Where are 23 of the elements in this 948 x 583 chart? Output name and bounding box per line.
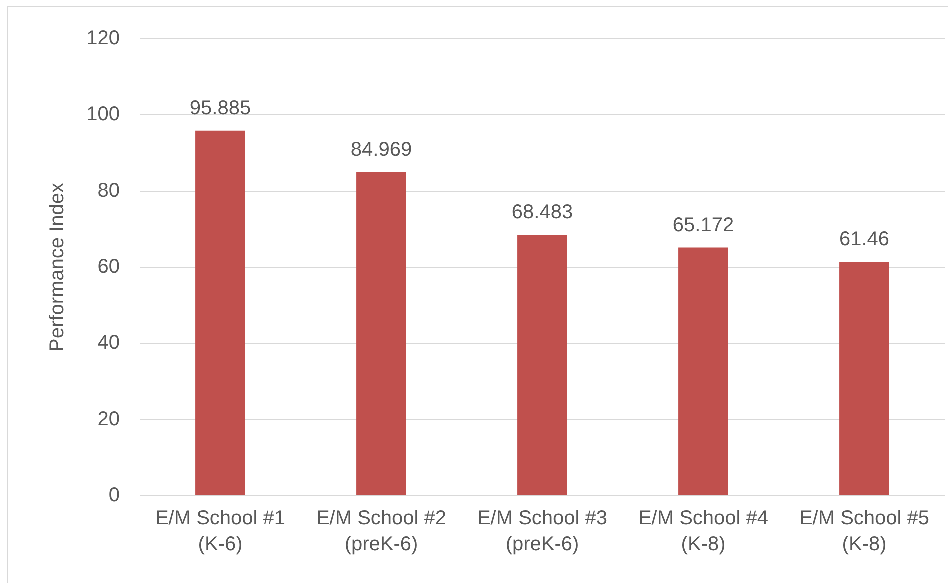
y-tick-label: 20 — [98, 408, 120, 430]
x-tick-label: E/M School #4 (K-8) — [638, 508, 769, 556]
bar — [518, 235, 568, 496]
data-label: 68.483 — [512, 202, 574, 224]
y-tick-label: 60 — [98, 256, 120, 278]
x-tick-label: E/M School #2 (preK-6) — [316, 508, 447, 556]
y-tick-label: 40 — [98, 332, 120, 354]
bar — [196, 130, 246, 496]
y-axis-title: Performance Index — [46, 183, 69, 352]
y-tick-label: 0 — [108, 484, 120, 507]
data-label: 65.172 — [672, 214, 734, 236]
bar — [356, 172, 406, 496]
y-tick-label: 80 — [98, 180, 120, 202]
x-tick-label: E/M School #1 (K-6) — [155, 508, 286, 556]
data-label: 95.885 — [190, 97, 252, 120]
y-tick-label: 120 — [86, 28, 120, 50]
x-tick-label: E/M School #5 (K-8) — [799, 508, 930, 556]
y-tick-label: 100 — [86, 104, 120, 126]
x-tick-label: E/M School #3 (preK-6) — [477, 508, 608, 556]
data-label: 84.969 — [350, 138, 412, 161]
data-label: 61.46 — [839, 228, 890, 250]
bar — [840, 262, 890, 496]
bar — [678, 248, 728, 496]
